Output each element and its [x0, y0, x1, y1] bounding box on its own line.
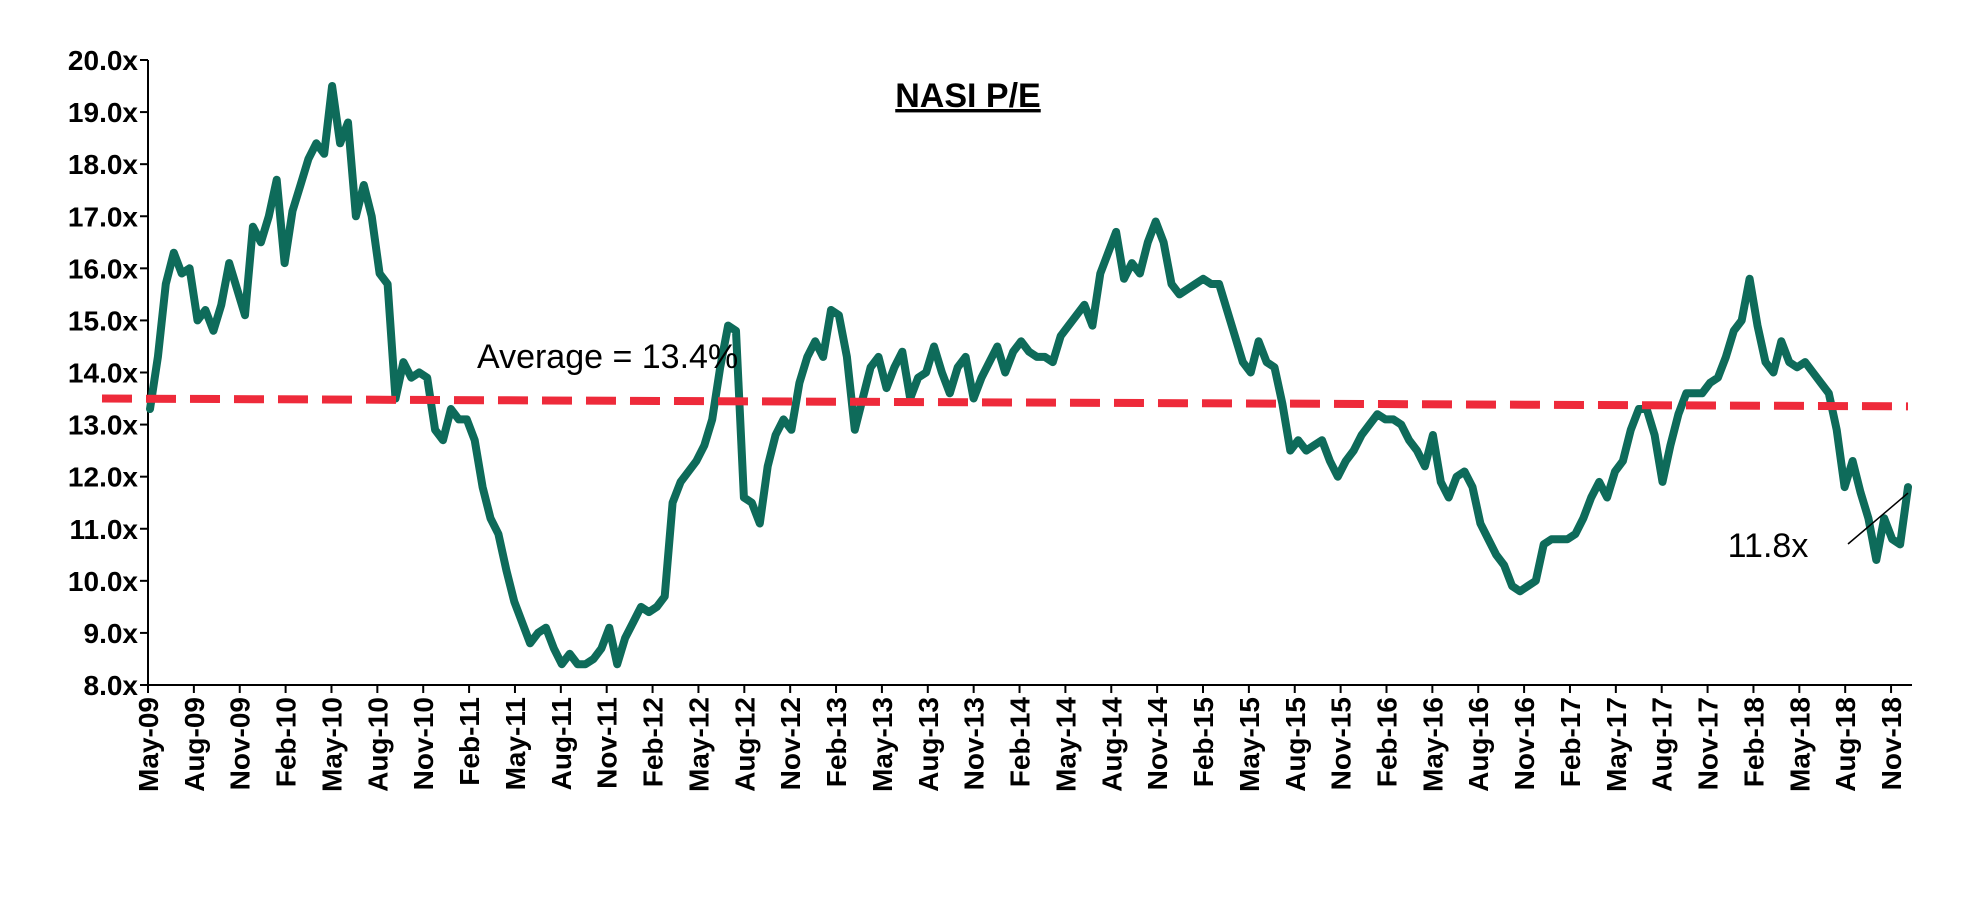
x-tick-label: Aug-14 [1096, 697, 1127, 792]
x-tick-label: May-18 [1784, 697, 1815, 792]
x-tick-label: Nov-09 [225, 697, 256, 790]
y-tick-label: 20.0x [68, 45, 138, 76]
x-tick-label: Feb-16 [1371, 697, 1402, 787]
y-tick-label: 17.0x [68, 201, 138, 232]
y-tick-label: 15.0x [68, 305, 138, 336]
x-tick-label: Nov-17 [1693, 697, 1724, 790]
y-tick-label: 11.0x [69, 514, 138, 545]
x-tick-label: May-12 [683, 697, 714, 792]
x-tick-label: Feb-15 [1188, 697, 1219, 787]
x-tick-label: Aug-18 [1830, 697, 1861, 792]
x-tick-label: Aug-10 [362, 697, 393, 792]
x-tick-label: May-14 [1050, 697, 1081, 792]
average-label: Average = 13.4% [477, 338, 738, 376]
chart-title: NASI P/E [895, 77, 1040, 115]
y-tick-label: 18.0x [68, 149, 138, 180]
x-tick-label: May-10 [316, 697, 347, 792]
x-tick-label: Feb-11 [454, 697, 485, 786]
average-line [101, 394, 1909, 411]
last-value-leader-line [1847, 492, 1909, 545]
x-tick-label: May-16 [1417, 697, 1448, 792]
x-tick-label: Feb-14 [1005, 697, 1036, 788]
y-tick-label: 8.0x [84, 670, 139, 701]
y-tick-label: 12.0x [68, 462, 138, 493]
y-axis: 8.0x 9.0x 10.0x 11.0x 12.0x 13.0x 14.0x 15.0x 16… [68, 45, 149, 701]
plot-area [101, 82, 1912, 669]
x-tick-label: Aug-11 [546, 697, 577, 790]
x-tick-label: Nov-18 [1876, 697, 1907, 790]
x-tick-label: Feb-17 [1555, 697, 1586, 787]
x-tick-label: Aug-17 [1647, 697, 1678, 792]
x-tick-label: Aug-15 [1280, 697, 1311, 792]
x-tick-label: May-17 [1601, 697, 1632, 792]
x-tick-label: Feb-13 [821, 697, 852, 787]
y-tick-label: 10.0x [68, 566, 138, 597]
x-axis: May-09 Aug-09 Nov-09 Feb-10 May-10 Aug-10 Nov-… [133, 684, 1912, 792]
x-tick-label: Nov-10 [408, 697, 439, 790]
x-tick-label: Nov-12 [775, 697, 806, 790]
x-tick-label: May-13 [867, 697, 898, 792]
x-tick-label: May-11 [500, 697, 531, 790]
x-tick-label: Nov-16 [1509, 697, 1540, 790]
x-tick-label: Nov-14 [1142, 697, 1173, 791]
x-tick-label: Aug-09 [179, 697, 210, 792]
x-tick-label: Nov-15 [1326, 697, 1357, 790]
x-tick-label: Feb-12 [638, 697, 669, 787]
x-tick-label: May-15 [1234, 697, 1265, 792]
x-tick-label: Feb-18 [1738, 697, 1769, 787]
x-tick-label: Nov-13 [959, 697, 990, 790]
last-value-label: 11.8x [1728, 527, 1809, 565]
x-tick-label: Aug-16 [1463, 697, 1494, 792]
x-tick-label: Aug-12 [729, 697, 760, 792]
y-tick-label: 13.0x [68, 410, 138, 441]
x-tick-label: Nov-11 [592, 697, 623, 789]
y-tick-label: 9.0x [84, 618, 139, 649]
pe-series-line [146, 82, 1912, 669]
x-tick-label: Aug-13 [913, 697, 944, 792]
y-tick-label: 16.0x [68, 253, 138, 284]
x-tick-label: Feb-10 [271, 697, 302, 787]
y-tick-label: 19.0x [68, 97, 138, 128]
x-tick-label: May-09 [133, 697, 164, 792]
y-tick-label: 14.0x [68, 358, 138, 389]
